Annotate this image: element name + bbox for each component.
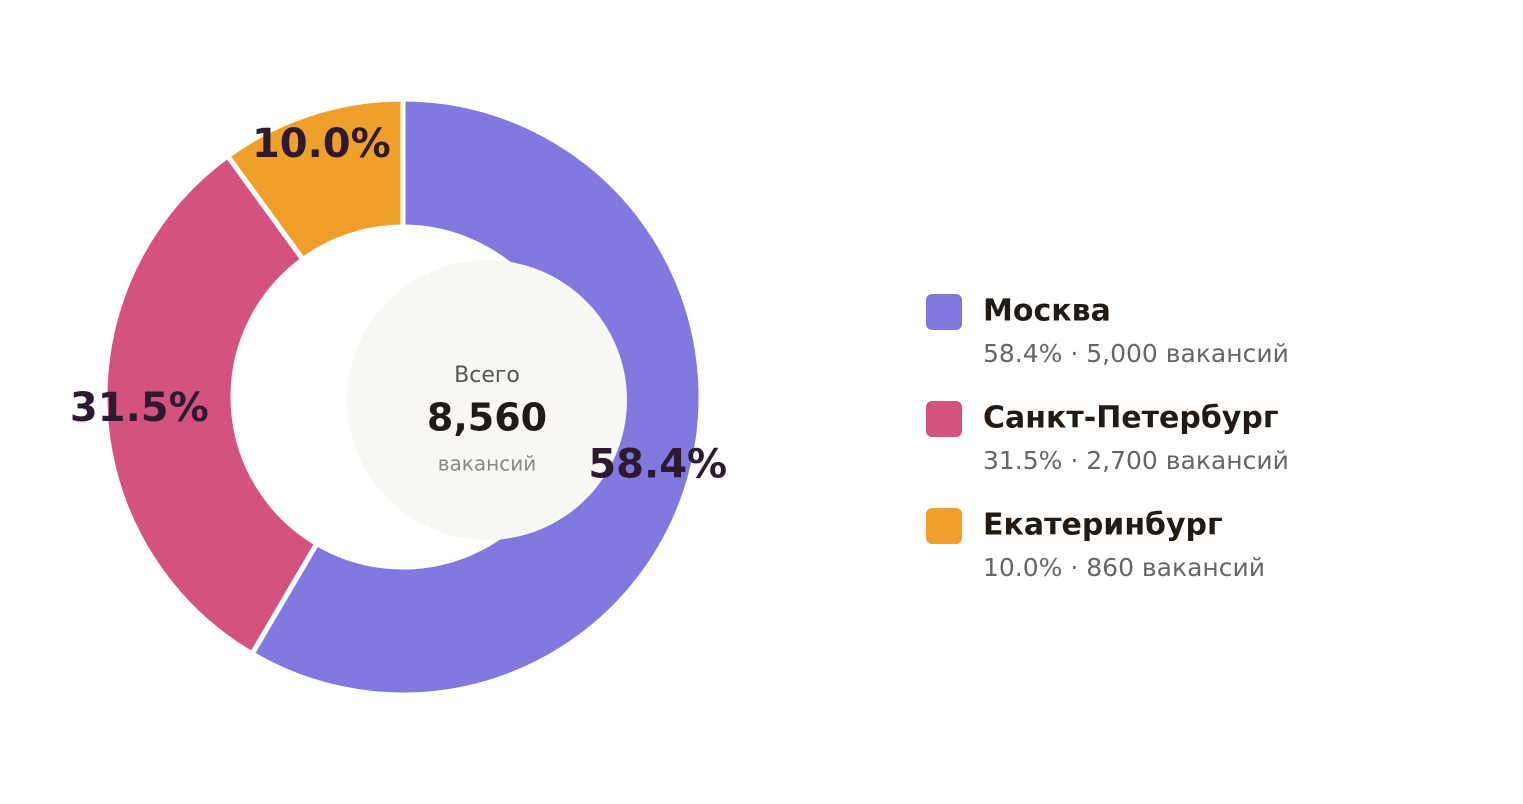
slice [224, 96, 406, 264]
legend: Москва 58.4% · 5,000 вакансий Санкт-Петерб… [926, 294, 1289, 582]
legend-swatch [926, 401, 962, 437]
donut [102, 96, 704, 698]
center-title: Всего [454, 363, 520, 388]
value-labels: 58.4% 31.5% 10.0% [70, 121, 727, 487]
center-disc [347, 260, 627, 540]
center-unit: вакансий [438, 452, 536, 476]
legend-label: Москва [983, 294, 1111, 329]
slice-label: 31.5% [70, 385, 209, 431]
slice-label: 58.4% [588, 441, 727, 487]
legend-detail: 31.5% · 2,700 вакансий [983, 446, 1289, 475]
legend-swatch [926, 508, 962, 544]
legend-label: Екатеринбург [983, 508, 1223, 543]
center-value: 8,560 [427, 396, 547, 440]
slice [102, 152, 321, 658]
legend-label: Санкт-Петербург [983, 401, 1279, 436]
slice-label: 10.0% [252, 121, 391, 167]
legend-detail: 10.0% · 860 вакансий [983, 553, 1265, 582]
legend-swatch [926, 294, 962, 330]
legend-detail: 58.4% · 5,000 вакансий [983, 339, 1289, 368]
